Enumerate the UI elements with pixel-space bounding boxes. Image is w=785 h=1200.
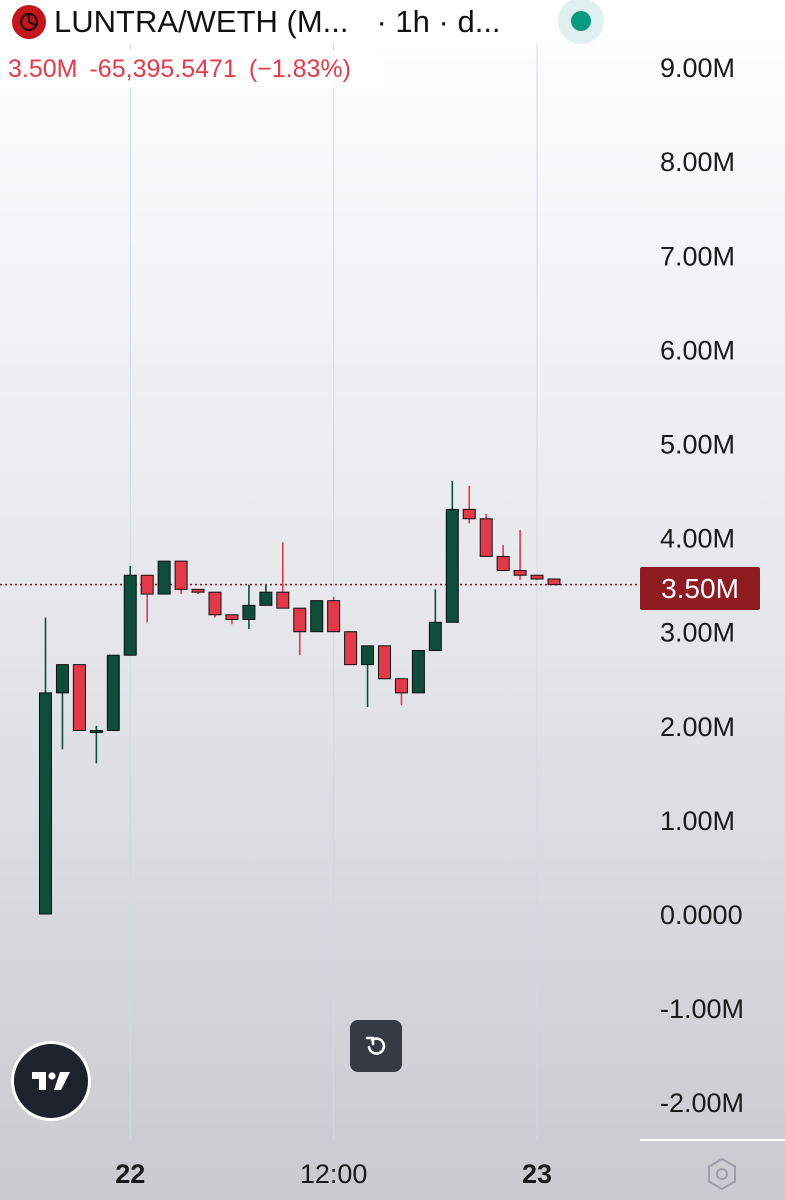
tradingview-logo-icon[interactable]	[14, 1044, 88, 1118]
y-tick-label: 3.00M	[660, 618, 735, 648]
connected-dot-icon	[558, 0, 604, 44]
candle-26	[479, 514, 493, 557]
x-tick-label: 12:00	[300, 1159, 368, 1189]
candle-body-down	[191, 588, 205, 593]
candle-2	[72, 664, 86, 732]
candle-22	[411, 650, 425, 694]
candle-body-down	[547, 578, 561, 586]
candle-body-up	[411, 650, 425, 694]
candle-5	[123, 565, 137, 656]
candle-10	[208, 591, 222, 618]
y-tick-label: 4.00M	[660, 524, 735, 554]
candle-0	[39, 617, 52, 915]
y-tick-label: 8.00M	[660, 147, 735, 177]
candle-body-down	[513, 570, 527, 576]
candle-body-down	[344, 631, 358, 666]
y-tick-label: 7.00M	[660, 241, 735, 271]
candle-body-up	[157, 560, 171, 595]
candle-body-up	[428, 621, 442, 652]
chart-header[interactable]: LUNTRA/WETH (M... · 1h · d...	[0, 0, 540, 44]
y-tick-label: 0.0000	[660, 900, 743, 930]
candle-body-down	[479, 518, 493, 557]
price-change: -65,395.5471	[89, 54, 237, 83]
interval-label[interactable]: · 1h · d...	[376, 4, 501, 39]
candle-body-down	[462, 508, 476, 520]
candle-11	[225, 614, 239, 625]
candle-body-down	[378, 645, 391, 680]
candle-body-down	[276, 591, 290, 609]
candle-body-down	[394, 678, 408, 694]
candle-body-up	[259, 591, 273, 606]
price-change-pct: (−1.83%)	[248, 54, 351, 83]
price-quote: 3.50M -65,395.5471 (−1.83%)	[0, 50, 383, 88]
candle-24	[445, 481, 459, 623]
candle-29	[530, 574, 544, 580]
candle-14	[276, 542, 290, 609]
candle-6	[140, 574, 154, 623]
candle-7	[157, 560, 171, 595]
candle-3	[89, 725, 103, 764]
candle-18	[344, 631, 358, 666]
candle-12	[242, 584, 256, 629]
candle-13	[259, 584, 273, 606]
settings-icon[interactable]	[704, 1156, 740, 1192]
candle-body-down	[293, 607, 307, 633]
candle-23	[428, 589, 442, 652]
candle-body-down	[496, 555, 510, 572]
candles	[39, 481, 561, 915]
candle-body-up	[445, 508, 459, 623]
symbol-title[interactable]: LUNTRA/WETH (M...	[54, 4, 349, 39]
candle-27	[496, 545, 510, 572]
last-price: 3.50M	[8, 54, 78, 83]
candle-body-up	[89, 730, 103, 734]
candle-body-up	[55, 664, 69, 694]
grid-lines	[129, 44, 538, 1140]
reset-chart-icon	[365, 1036, 386, 1055]
y-tick-label: 1.00M	[660, 806, 735, 836]
candle-body-up	[123, 574, 137, 656]
candle-body-up	[106, 654, 120, 732]
candle-body-up	[361, 645, 375, 666]
candle-8	[174, 560, 188, 595]
candle-20	[378, 645, 391, 680]
y-tick-label: 2.00M	[660, 712, 735, 742]
candle-16	[310, 600, 324, 633]
x-axis[interactable]: 22 12:00 23	[115, 1159, 552, 1189]
candle-4	[106, 654, 120, 732]
candle-15	[293, 607, 307, 656]
luntra-logo-icon	[12, 5, 46, 39]
candle-21	[394, 678, 408, 706]
candle-body-down	[530, 574, 544, 580]
candle-28	[513, 530, 527, 580]
y-tick-label: 9.00M	[660, 53, 735, 83]
candle-body-down	[327, 600, 341, 633]
candle-body-down	[208, 591, 222, 616]
candle-body-up	[310, 600, 324, 633]
y-tick-label: 6.00M	[660, 335, 735, 365]
candle-9	[191, 588, 205, 595]
candle-body-up	[39, 692, 52, 915]
candle-body-down	[174, 560, 188, 590]
y-tick-label: -1.00M	[660, 994, 744, 1024]
candle-body-down	[225, 614, 239, 620]
y-axis[interactable]: 9.00M 8.00M 7.00M 6.00M 5.00M 4.00M 3.00M 2.00M…	[640, 53, 785, 1141]
reset-chart-button[interactable]	[350, 1020, 402, 1072]
candle-17	[327, 596, 341, 633]
y-tick-label: 5.00M	[660, 430, 735, 460]
candle-19	[361, 645, 375, 707]
x-tick-label: 22	[115, 1159, 145, 1189]
y-tick-label: -2.00M	[660, 1088, 744, 1118]
candle-30	[547, 578, 561, 586]
x-tick-label: 23	[522, 1159, 552, 1189]
candle-body-up	[242, 604, 256, 620]
current-price-tag: 3.50M	[640, 567, 760, 610]
candle-1	[55, 664, 69, 750]
candle-body-down	[140, 574, 154, 595]
candle-body-down	[72, 664, 86, 732]
candle-25	[462, 485, 476, 524]
